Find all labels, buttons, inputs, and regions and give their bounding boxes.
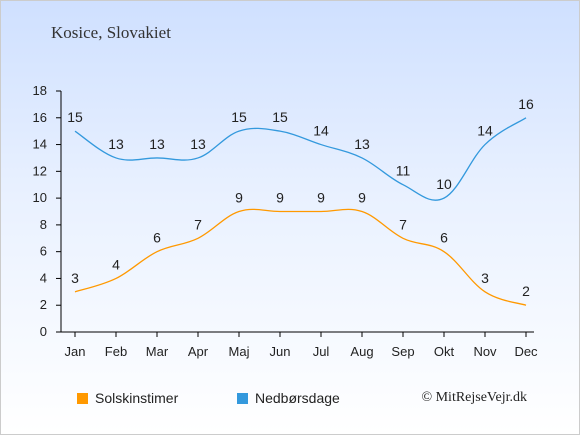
data-label-rain-days: 10 xyxy=(436,176,452,192)
data-label-sunshine: 4 xyxy=(112,256,120,272)
data-label-rain-days: 15 xyxy=(272,109,288,125)
x-tick-label: Mar xyxy=(146,344,169,359)
data-label-rain-days: 13 xyxy=(149,136,165,152)
data-label-rain-days: 13 xyxy=(190,136,206,152)
data-label-sunshine: 9 xyxy=(358,190,366,206)
y-tick-label: 4 xyxy=(40,270,47,285)
series-line-rain-days xyxy=(74,117,527,201)
x-tick-label: Nov xyxy=(473,344,497,359)
y-tick-label: 10 xyxy=(33,190,47,205)
y-tick-label: 14 xyxy=(33,137,47,152)
x-tick-label: Feb xyxy=(105,344,127,359)
y-tick-label: 8 xyxy=(40,217,47,232)
data-label-sunshine: 3 xyxy=(71,270,79,286)
data-label-rain-days: 14 xyxy=(477,123,493,139)
data-label-sunshine: 9 xyxy=(317,190,325,206)
data-label-rain-days: 11 xyxy=(396,163,411,179)
y-tick-label: 18 xyxy=(33,83,47,98)
x-tick-label: Apr xyxy=(188,344,209,359)
data-label-rain-days: 15 xyxy=(67,109,83,125)
legend-swatch-sunshine xyxy=(77,392,88,404)
legend-label-sunshine: Solskinstimer xyxy=(95,390,179,406)
data-label-rain-days: 16 xyxy=(518,96,534,112)
data-label-sunshine: 6 xyxy=(440,230,448,246)
data-label-sunshine: 3 xyxy=(481,270,489,286)
y-tick-label: 0 xyxy=(40,324,47,339)
data-label-rain-days: 13 xyxy=(354,136,370,152)
data-label-sunshine: 9 xyxy=(235,190,243,206)
x-tick-label: Sep xyxy=(391,344,414,359)
y-tick-label: 12 xyxy=(33,163,47,178)
data-label-sunshine: 7 xyxy=(194,216,202,232)
x-tick-label: Dec xyxy=(514,344,538,359)
copyright-text: © MitRejseVejr.dk xyxy=(421,390,527,405)
series-line-sunshine xyxy=(74,208,527,306)
legend-item-rain-days: Nedbørsdage xyxy=(237,390,340,406)
y-tick-label: 16 xyxy=(33,110,47,125)
y-tick-label: 6 xyxy=(40,244,47,259)
data-label-sunshine: 7 xyxy=(399,216,407,232)
x-tick-label: Jun xyxy=(270,344,291,359)
data-label-rain-days: 14 xyxy=(313,123,329,139)
x-tick-label: Okt xyxy=(434,344,455,359)
legend-label-rain-days: Nedbørsdage xyxy=(255,390,340,406)
x-tick-label: Maj xyxy=(229,344,250,359)
x-tick-label: Jul xyxy=(313,344,330,359)
data-label-rain-days: 15 xyxy=(231,109,247,125)
legend-swatch-rain-days xyxy=(237,392,248,404)
x-tick-label: Jan xyxy=(65,344,86,359)
data-label-sunshine: 2 xyxy=(522,283,530,299)
data-label-rain-days: 13 xyxy=(108,136,124,152)
legend-item-sunshine: Solskinstimer xyxy=(77,390,178,406)
data-label-sunshine: 9 xyxy=(276,190,284,206)
chart-title: Kosice, Slovakiet xyxy=(51,23,171,42)
data-label-sunshine: 6 xyxy=(153,230,161,246)
y-tick-label: 2 xyxy=(40,297,47,312)
x-tick-label: Aug xyxy=(350,344,373,359)
